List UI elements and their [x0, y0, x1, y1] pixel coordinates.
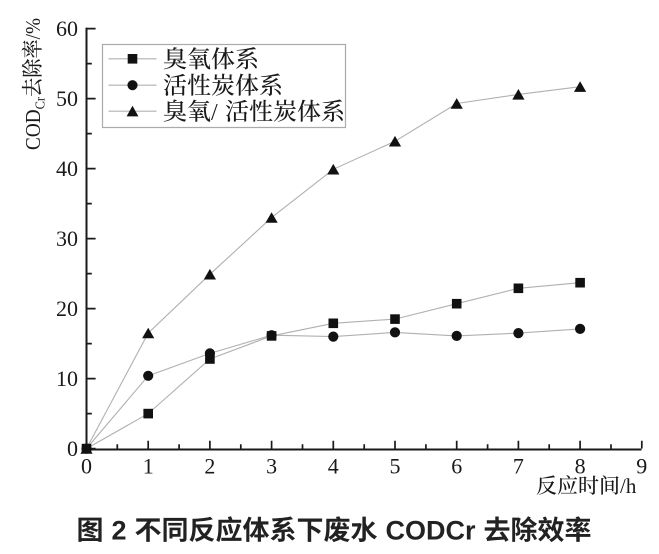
svg-text:/h: /h: [620, 474, 637, 498]
svg-text:0: 0: [81, 454, 92, 479]
svg-text:10: 10: [56, 366, 78, 391]
svg-text:30: 30: [56, 226, 78, 251]
svg-text:20: 20: [56, 296, 78, 321]
svg-text:5: 5: [390, 454, 401, 479]
svg-text:2: 2: [204, 454, 215, 479]
svg-text:/: /: [211, 100, 218, 126]
svg-text:50: 50: [56, 86, 78, 111]
svg-text:9: 9: [636, 454, 647, 479]
svg-text:CODCr: CODCr: [386, 516, 476, 546]
svg-text:Cr: Cr: [32, 96, 48, 109]
svg-text:1: 1: [143, 454, 154, 479]
svg-text:60: 60: [56, 16, 78, 41]
svg-text:0: 0: [67, 436, 78, 461]
svg-text:2: 2: [112, 516, 127, 546]
svg-text:40: 40: [56, 156, 78, 181]
svg-text:8: 8: [575, 454, 586, 479]
svg-text:/%: /%: [22, 18, 45, 39]
svg-text:COD: COD: [22, 109, 45, 150]
svg-text:4: 4: [328, 454, 339, 479]
svg-text:6: 6: [451, 454, 462, 479]
svg-text:7: 7: [513, 454, 524, 479]
svg-text:3: 3: [266, 454, 277, 479]
